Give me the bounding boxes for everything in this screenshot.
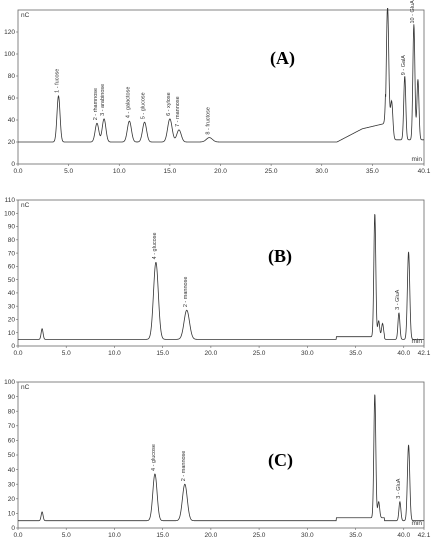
y-tick-label: 80 <box>8 237 16 244</box>
x-tick-label: 20.0 <box>205 532 218 539</box>
peak-label: 7 - mannose <box>175 96 181 127</box>
x-tick-label: 10.0 <box>113 168 126 175</box>
x-tick-label: 5.0 <box>62 350 71 357</box>
x-tick-label: 35.0 <box>366 168 379 175</box>
x-tick-label: 10.0 <box>108 532 121 539</box>
x-tick-label: 30.0 <box>301 350 314 357</box>
peak-label: 3 - GluA <box>395 289 401 310</box>
x-unit-label: min <box>412 156 423 163</box>
x-tick-label: 42.1 <box>418 532 431 539</box>
chromatogram-panel-a: nC 0 20 40 60 80 100 120 0.0 5.0 10.0 15.0 20.0 25.0 3… <box>4 0 431 175</box>
chromatogram-trace <box>18 8 424 143</box>
y-tick-label: 60 <box>8 264 16 271</box>
x-tick-label: 5.0 <box>64 168 73 175</box>
x-tick-label: 35.0 <box>349 532 362 539</box>
x-tick-label: 25.0 <box>265 168 278 175</box>
peak-label: 5 - glucose <box>141 92 147 119</box>
y-tick-label: 120 <box>4 29 15 36</box>
plot-frame <box>17 381 425 529</box>
y-tick-label: 30 <box>8 303 16 310</box>
y-tick-label: 40 <box>8 467 16 474</box>
y-tick-label: 70 <box>8 250 16 257</box>
peak-label: 10 - GluA <box>410 0 416 24</box>
y-tick-label: 110 <box>5 197 16 204</box>
y-tick-label: 10 <box>8 511 16 518</box>
y-tick-label: 10 <box>8 330 16 337</box>
y-tick-label: 50 <box>8 277 16 284</box>
y-tick-label: 50 <box>8 452 16 459</box>
chromatogram-panel-c: nC 0 10 20 30 40 50 60 70 80 90 100 0.0 5.0 10.0 15.0 20… <box>4 379 431 539</box>
chromatogram-panel-b: nC 0 10 20 30 40 50 60 70 80 90 100 110 0.0 5.0 10.0 15.… <box>4 197 431 357</box>
y-tick-label: 90 <box>8 224 16 231</box>
y-tick-label: 100 <box>4 210 15 217</box>
x-tick-label: 20.0 <box>214 168 227 175</box>
y-tick-label: 0 <box>11 525 15 532</box>
peak-label: 4 - glucose <box>152 232 158 259</box>
y-tick-label: 20 <box>8 139 16 146</box>
plot-frame <box>17 199 425 347</box>
y-tick-label: 100 <box>4 379 15 386</box>
y-tick-label: 70 <box>8 423 16 430</box>
peak-label: 2 - mannose <box>183 277 189 308</box>
x-tick-label: 15.0 <box>156 532 169 539</box>
peak-label: 2 - rhamnose <box>93 88 99 120</box>
y-tick-label: 20 <box>8 496 16 503</box>
x-tick-label: 15.0 <box>156 350 169 357</box>
panel-letter: (A) <box>270 48 295 69</box>
x-tick-label: 5.0 <box>62 532 71 539</box>
x-tick-label: 25.0 <box>253 532 266 539</box>
x-tick-label: 0.0 <box>13 350 22 357</box>
panel-letter: (C) <box>268 450 293 471</box>
peak-label: 4 - galactose <box>125 87 131 119</box>
plot-frame <box>17 9 425 165</box>
y-tick-label: 80 <box>8 408 16 415</box>
peak-label: 1 - fucose <box>54 69 60 93</box>
peak-label: 6 - xylose <box>166 92 172 116</box>
peak-label: 9 - GalA <box>401 55 407 76</box>
y-tick-label: 60 <box>8 438 16 445</box>
x-tick-label: 20.0 <box>205 350 218 357</box>
y-tick-label: 0 <box>11 161 15 168</box>
peak-label: 3 - GluA <box>396 478 402 499</box>
x-tick-label: 10.0 <box>108 350 121 357</box>
x-tick-label: 42.1 <box>418 350 431 357</box>
panel-letter: (B) <box>268 246 292 267</box>
peak-label: 3 - arabinose <box>100 84 106 116</box>
y-tick-label: 100 <box>4 51 15 58</box>
y-tick-label: 30 <box>8 481 16 488</box>
peak-label: 8 - fructose <box>205 107 211 135</box>
y-tick-label: 90 <box>8 394 16 401</box>
x-tick-label: 30.0 <box>315 168 328 175</box>
x-tick-label: 0.0 <box>13 532 22 539</box>
y-tick-label: 60 <box>8 95 16 102</box>
x-unit-label: min <box>412 520 423 527</box>
y-tick-label: 40 <box>8 290 16 297</box>
x-tick-label: 15.0 <box>164 168 177 175</box>
chromatogram-trace <box>18 394 424 522</box>
y-unit-label: nC <box>21 202 30 209</box>
peak-label: 2 - mannose <box>181 451 187 482</box>
x-tick-label: 40.0 <box>397 350 410 357</box>
x-tick-label: 40.0 <box>397 532 410 539</box>
x-tick-label: 25.0 <box>253 350 266 357</box>
chromatogram-trace <box>18 214 424 340</box>
x-tick-label: 30.0 <box>301 532 314 539</box>
y-tick-label: 0 <box>11 343 15 350</box>
y-tick-label: 20 <box>8 317 16 324</box>
peak-label: 4 - glucose <box>151 444 157 471</box>
x-tick-label: 0.0 <box>13 168 22 175</box>
x-tick-label: 35.0 <box>349 350 362 357</box>
x-tick-label: 40.1 <box>418 168 431 175</box>
y-unit-label: nC <box>21 384 30 391</box>
x-unit-label: min <box>412 338 423 345</box>
y-tick-label: 40 <box>8 117 16 124</box>
y-unit-label: nC <box>21 12 30 19</box>
y-tick-label: 80 <box>8 73 16 80</box>
